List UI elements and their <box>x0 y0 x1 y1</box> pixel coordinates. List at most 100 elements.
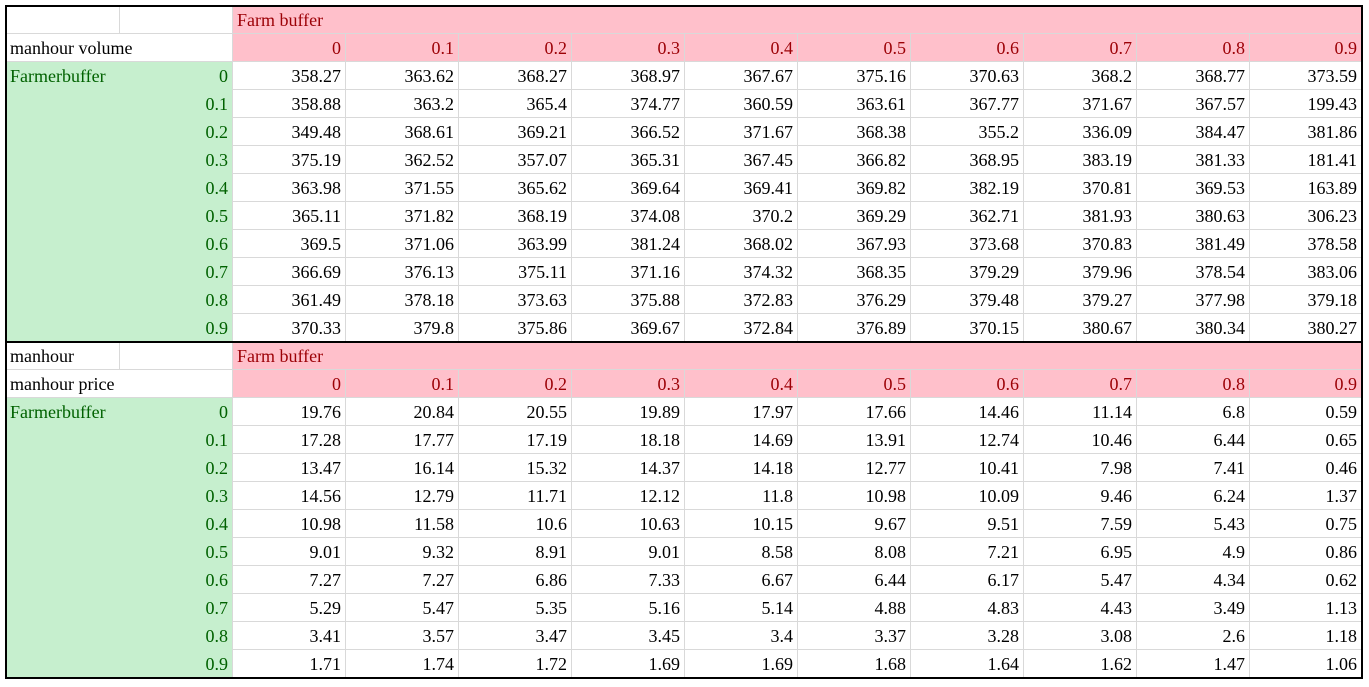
data-cell[interactable]: 3.45 <box>572 622 685 650</box>
data-cell[interactable]: 367.57 <box>1137 90 1250 118</box>
column-header[interactable]: 0.7 <box>1024 370 1137 398</box>
data-cell[interactable]: 367.77 <box>911 90 1024 118</box>
row-header[interactable]: 0.3 <box>120 146 233 174</box>
column-header[interactable]: 0 <box>233 370 346 398</box>
data-cell[interactable]: 10.6 <box>459 510 572 538</box>
column-header[interactable]: 0.9 <box>1250 370 1362 398</box>
data-cell[interactable]: 365.11 <box>233 202 346 230</box>
row-group-label[interactable] <box>6 258 120 286</box>
column-header[interactable]: 0.5 <box>798 34 911 62</box>
column-header[interactable]: 0 <box>233 34 346 62</box>
row-header[interactable]: 0.1 <box>120 426 233 454</box>
data-cell[interactable]: 371.55 <box>346 174 459 202</box>
data-cell[interactable]: 371.06 <box>346 230 459 258</box>
row-group-label[interactable] <box>6 118 120 146</box>
data-cell[interactable]: 8.58 <box>685 538 798 566</box>
data-cell[interactable]: 6.24 <box>1137 482 1250 510</box>
column-header[interactable]: 0.9 <box>1250 34 1362 62</box>
data-cell[interactable]: 1.13 <box>1250 594 1362 622</box>
data-cell[interactable]: 5.14 <box>685 594 798 622</box>
data-cell[interactable]: 17.97 <box>685 398 798 426</box>
data-cell[interactable]: 349.48 <box>233 118 346 146</box>
data-cell[interactable]: 4.83 <box>911 594 1024 622</box>
data-cell[interactable]: 7.27 <box>346 566 459 594</box>
data-cell[interactable]: 381.24 <box>572 230 685 258</box>
data-cell[interactable]: 369.5 <box>233 230 346 258</box>
data-cell[interactable]: 0.62 <box>1250 566 1362 594</box>
data-cell[interactable]: 370.81 <box>1024 174 1137 202</box>
data-cell[interactable]: 6.44 <box>1137 426 1250 454</box>
data-cell[interactable]: 9.01 <box>233 538 346 566</box>
data-cell[interactable]: 18.18 <box>572 426 685 454</box>
data-cell[interactable]: 17.19 <box>459 426 572 454</box>
row-group-label[interactable] <box>6 230 120 258</box>
data-cell[interactable]: 369.29 <box>798 202 911 230</box>
data-cell[interactable]: 11.14 <box>1024 398 1137 426</box>
data-cell[interactable]: 371.16 <box>572 258 685 286</box>
data-cell[interactable]: 365.62 <box>459 174 572 202</box>
data-cell[interactable]: 1.69 <box>685 650 798 678</box>
data-cell[interactable]: 380.63 <box>1137 202 1250 230</box>
row-header[interactable]: 0 <box>120 62 233 90</box>
column-header[interactable]: 0.1 <box>346 34 459 62</box>
data-cell[interactable]: 376.89 <box>798 314 911 342</box>
data-cell[interactable]: 7.59 <box>1024 510 1137 538</box>
data-cell[interactable]: 380.34 <box>1137 314 1250 342</box>
table-title[interactable]: manhour price <box>6 370 233 398</box>
row-group-label[interactable] <box>6 538 120 566</box>
row-header[interactable]: 0.2 <box>120 454 233 482</box>
data-cell[interactable]: 6.8 <box>1137 398 1250 426</box>
data-cell[interactable]: 368.38 <box>798 118 911 146</box>
table-title[interactable]: manhour volume <box>6 34 233 62</box>
data-cell[interactable]: 10.98 <box>233 510 346 538</box>
corner-label-top[interactable]: manhour <box>6 342 120 370</box>
data-cell[interactable]: 365.31 <box>572 146 685 174</box>
data-cell[interactable]: 370.2 <box>685 202 798 230</box>
row-header[interactable]: 0.4 <box>120 510 233 538</box>
data-cell[interactable]: 6.95 <box>1024 538 1137 566</box>
data-cell[interactable]: 368.97 <box>572 62 685 90</box>
data-cell[interactable]: 8.08 <box>798 538 911 566</box>
data-cell[interactable]: 1.18 <box>1250 622 1362 650</box>
data-cell[interactable]: 368.77 <box>1137 62 1250 90</box>
data-cell[interactable]: 9.46 <box>1024 482 1137 510</box>
data-cell[interactable]: 380.67 <box>1024 314 1137 342</box>
data-cell[interactable]: 5.16 <box>572 594 685 622</box>
data-cell[interactable]: 358.88 <box>233 90 346 118</box>
corner-blank-cell[interactable] <box>120 342 233 370</box>
data-cell[interactable]: 379.18 <box>1250 286 1362 314</box>
data-cell[interactable]: 9.01 <box>572 538 685 566</box>
data-cell[interactable]: 363.99 <box>459 230 572 258</box>
data-cell[interactable]: 363.62 <box>346 62 459 90</box>
corner-label-top[interactable] <box>6 6 120 34</box>
data-cell[interactable]: 368.02 <box>685 230 798 258</box>
data-cell[interactable]: 11.8 <box>685 482 798 510</box>
data-cell[interactable]: 5.47 <box>1024 566 1137 594</box>
data-cell[interactable]: 11.71 <box>459 482 572 510</box>
column-header[interactable]: 0.3 <box>572 34 685 62</box>
data-cell[interactable]: 373.59 <box>1250 62 1362 90</box>
data-cell[interactable]: 4.34 <box>1137 566 1250 594</box>
data-cell[interactable]: 368.95 <box>911 146 1024 174</box>
data-cell[interactable]: 368.2 <box>1024 62 1137 90</box>
data-cell[interactable]: 2.6 <box>1137 622 1250 650</box>
data-cell[interactable]: 376.13 <box>346 258 459 286</box>
data-cell[interactable]: 375.11 <box>459 258 572 286</box>
data-cell[interactable]: 336.09 <box>1024 118 1137 146</box>
row-header[interactable]: 0.9 <box>120 314 233 342</box>
row-group-label[interactable]: Farmerbuffer <box>6 62 120 90</box>
column-header[interactable]: 0.1 <box>346 370 459 398</box>
data-cell[interactable]: 378.54 <box>1137 258 1250 286</box>
data-cell[interactable]: 370.83 <box>1024 230 1137 258</box>
data-cell[interactable]: 4.43 <box>1024 594 1137 622</box>
data-cell[interactable]: 1.72 <box>459 650 572 678</box>
data-cell[interactable]: 10.41 <box>911 454 1024 482</box>
data-cell[interactable]: 371.67 <box>1024 90 1137 118</box>
row-header[interactable]: 0.6 <box>120 566 233 594</box>
data-cell[interactable]: 381.49 <box>1137 230 1250 258</box>
data-cell[interactable]: 373.68 <box>911 230 1024 258</box>
data-cell[interactable]: 13.47 <box>233 454 346 482</box>
data-cell[interactable]: 368.35 <box>798 258 911 286</box>
data-cell[interactable]: 1.62 <box>1024 650 1137 678</box>
data-cell[interactable]: 7.21 <box>911 538 1024 566</box>
